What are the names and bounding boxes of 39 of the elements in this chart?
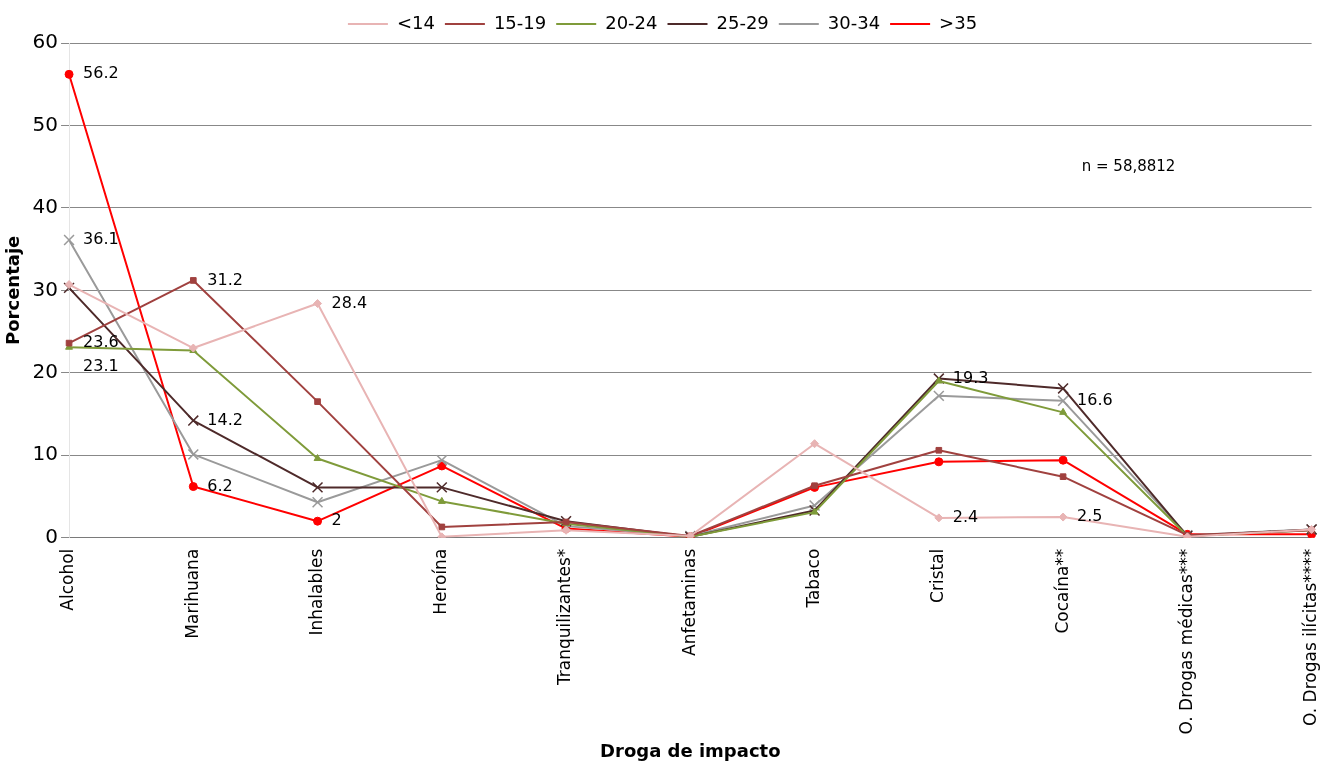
y-tick-label: 50 <box>32 111 59 136</box>
annotation: n = 58,8812 <box>1081 156 1176 175</box>
x-tick-label: Heroína <box>430 548 451 615</box>
x-tick-label: Alcohol <box>57 548 78 611</box>
data-label: 23.1 <box>83 356 119 376</box>
y-tick-label: 40 <box>32 194 59 219</box>
data-label: 2 <box>331 510 342 530</box>
x-tick-label: Anfetaminas <box>678 548 699 656</box>
legend-label: 20-24 <box>605 11 658 33</box>
x-tick-label: Tranquilizantes* <box>554 548 575 687</box>
x-axis-title: Droga de impacto <box>600 739 781 761</box>
y-tick-label: 10 <box>32 441 59 466</box>
data-label: 23.6 <box>83 332 119 352</box>
data-label: 56.2 <box>83 63 119 83</box>
y-tick-label: 20 <box>32 358 59 383</box>
y-tick-label: 0 <box>45 523 59 548</box>
legend-label: <14 <box>396 11 435 33</box>
y-tick-label: 30 <box>32 276 59 301</box>
data-label: 28.4 <box>331 292 368 312</box>
x-tick-label: Cocaína** <box>1051 548 1072 634</box>
data-label: 6.2 <box>207 475 233 495</box>
data-label: 36.1 <box>83 229 119 249</box>
x-tick-label: Inhalables <box>305 548 326 636</box>
y-tick-label: 60 <box>32 29 59 54</box>
data-label: 2.4 <box>952 507 979 527</box>
x-tick-label: Marihuana <box>181 548 202 639</box>
data-label: 14.2 <box>207 409 243 429</box>
x-tick-label: Tabaco <box>803 548 823 609</box>
legend-label: 15-19 <box>493 11 547 33</box>
legend-label: 30-34 <box>827 11 881 33</box>
legend-label: 25-29 <box>716 11 769 33</box>
y-axis-title: Porcentaje <box>2 235 24 345</box>
data-label: 16.6 <box>1077 389 1113 409</box>
x-tick-label: Cristal <box>927 548 948 603</box>
legend-label: >35 <box>939 11 978 33</box>
data-label: 31.2 <box>207 269 243 289</box>
data-label: 2.5 <box>1077 506 1103 526</box>
x-tick-label: O. Drogas médicas*** <box>1175 548 1196 735</box>
x-tick-label: O. Drogas ilícitas**** <box>1300 548 1321 726</box>
